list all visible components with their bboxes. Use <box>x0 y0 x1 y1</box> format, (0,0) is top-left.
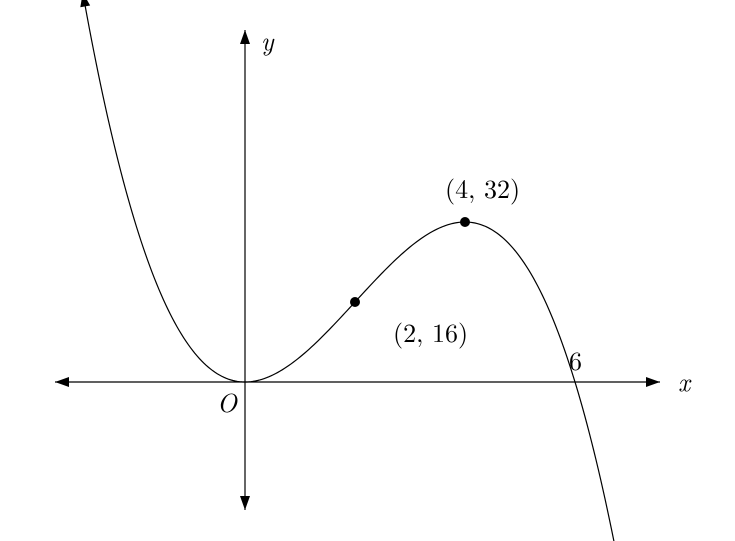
point-label: (2, 16) <box>393 313 468 350</box>
curve-arrows <box>80 0 623 541</box>
point-marker <box>460 217 470 227</box>
axes <box>55 30 660 510</box>
point-marker <box>350 297 360 307</box>
function-curve <box>83 0 621 541</box>
marked-points: (2, 16) (4, 32) <box>350 169 520 350</box>
x-tick-6-label: 6 <box>569 341 582 378</box>
origin-label: O <box>217 383 238 420</box>
function-plot: (2, 16) (4, 32) y x O 6 <box>0 0 735 541</box>
y-axis-label: y <box>261 21 275 58</box>
point-label: (4, 32) <box>445 169 520 206</box>
x-axis-label: x <box>678 362 692 399</box>
